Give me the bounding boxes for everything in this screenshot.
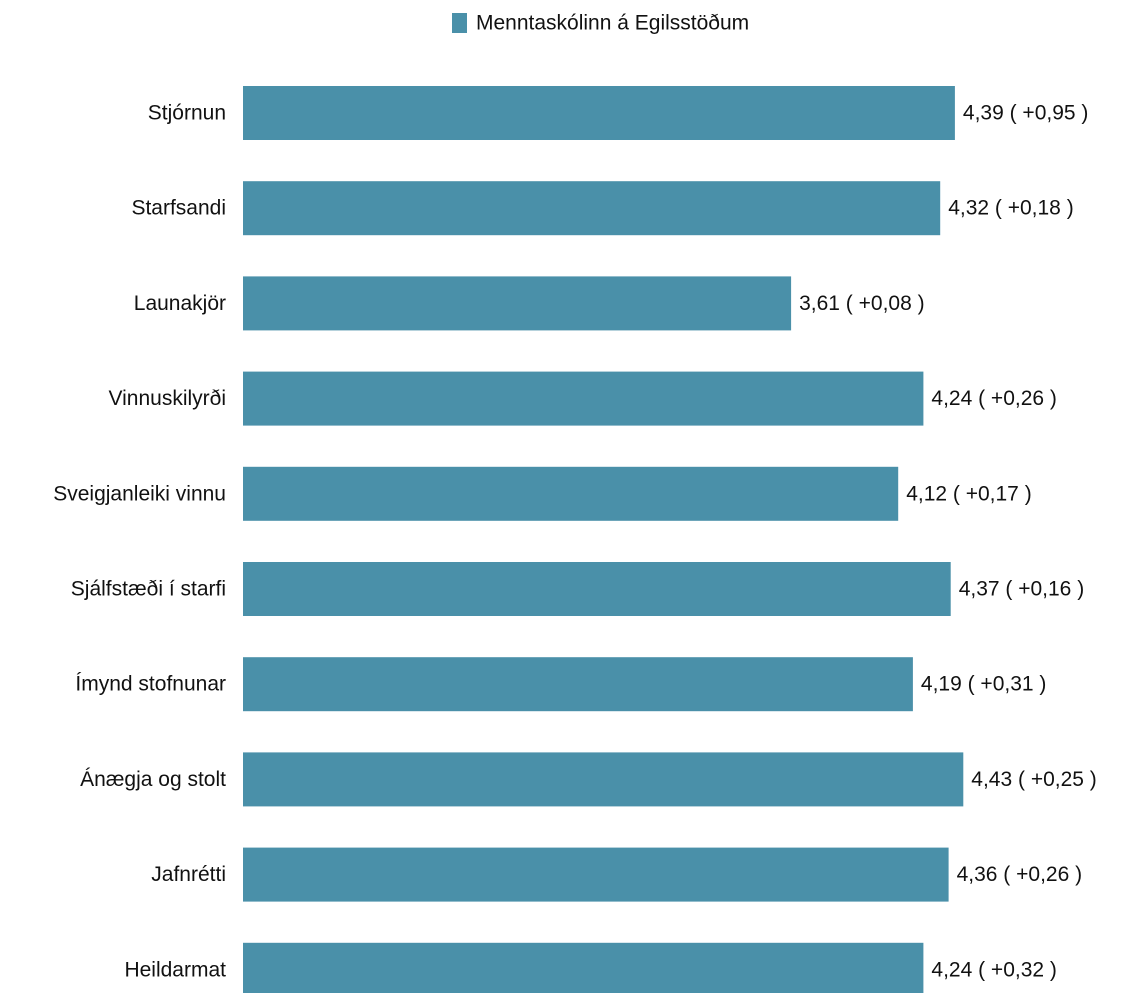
value-label: 4,19 ( +0,31 )	[921, 673, 1047, 696]
value-label: 3,61 ( +0,08 )	[799, 292, 925, 315]
bar	[243, 466, 899, 521]
category-label: Sveigjanleiki vinnu	[53, 482, 226, 505]
bar	[243, 847, 949, 902]
category-label: Heildarmat	[124, 958, 226, 981]
value-label: 4,24 ( +0,26 )	[931, 387, 1057, 410]
category-label: Sjálfstæði í starfi	[71, 578, 226, 601]
bar	[243, 752, 964, 807]
bar	[243, 371, 924, 426]
category-label: Jafnrétti	[151, 863, 226, 886]
category-label: Ánægja og stolt	[80, 768, 226, 791]
category-label: Ímynd stofnunar	[75, 673, 226, 696]
category-label: Launakjör	[134, 292, 226, 315]
value-label: 4,32 ( +0,18 )	[948, 197, 1073, 220]
bar	[243, 181, 941, 236]
legend-swatch	[452, 13, 467, 33]
value-label: 4,12 ( +0,17 )	[906, 482, 1031, 505]
value-label: 4,37 ( +0,16 )	[959, 578, 1084, 601]
bar	[243, 562, 951, 616]
category-label: Starfsandi	[131, 197, 226, 220]
bar	[243, 86, 955, 140]
value-label: 4,24 ( +0,32 )	[931, 958, 1057, 981]
value-label: 4,36 ( +0,26 )	[957, 863, 1083, 886]
legend-label: Menntaskólinn á Egilsstöðum	[476, 12, 749, 35]
bar	[243, 657, 913, 712]
bar	[243, 942, 924, 993]
value-label: 4,43 ( +0,25 )	[971, 768, 1097, 791]
category-label: Stjórnun	[148, 102, 226, 125]
category-label: Vinnuskilyrði	[109, 387, 227, 410]
bar	[243, 276, 792, 331]
value-label: 4,39 ( +0,95 )	[963, 102, 1089, 125]
